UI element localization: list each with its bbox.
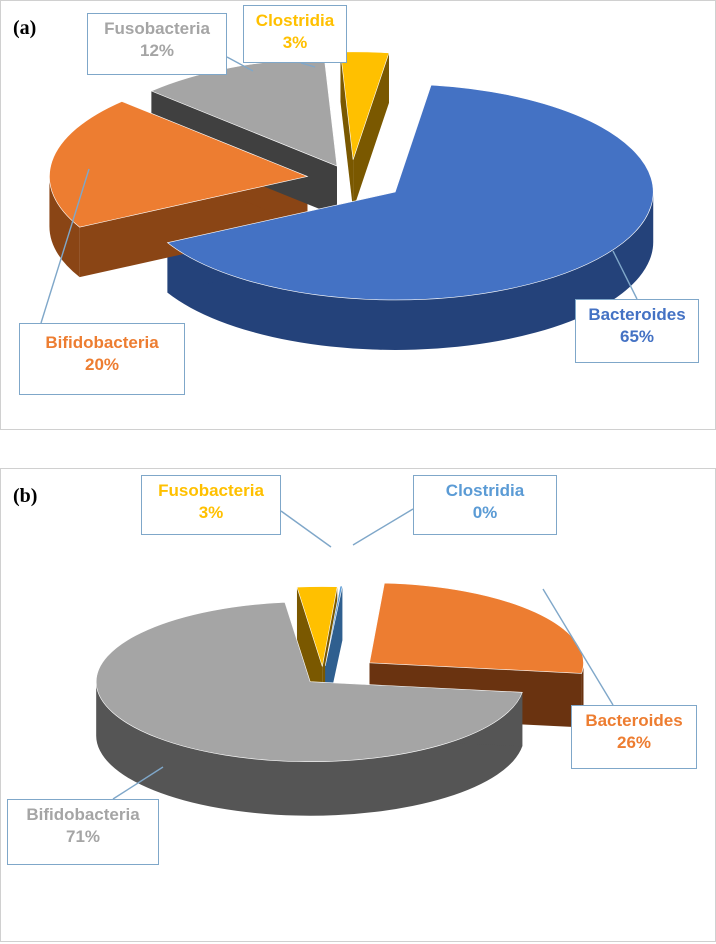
leader-line-a-clostridia bbox=[300, 62, 316, 68]
leader-line-b-clostridia bbox=[352, 508, 414, 546]
leader-line-a-bacteroides bbox=[612, 250, 638, 300]
callout-b-bacteroides: Bacteroides 26% bbox=[571, 705, 697, 769]
callout-b-bifidobacteria-label: Bifidobacteria bbox=[26, 805, 140, 824]
callout-a-fusobacteria-value: 12% bbox=[139, 41, 175, 60]
pie-a-slice-bacteroides bbox=[166, 84, 654, 301]
panel-label-a: (a) bbox=[13, 17, 37, 39]
leader-line-a-fusobacteria bbox=[226, 56, 254, 72]
callout-b-fusobacteria-label: Fusobacteria bbox=[158, 481, 264, 500]
callout-a-clostridia: Clostridia 3% bbox=[243, 5, 347, 63]
callout-a-fusobacteria-label: Fusobacteria bbox=[104, 19, 210, 38]
callout-a-clostridia-value: 3% bbox=[282, 33, 308, 52]
callout-b-bifidobacteria: Bifidobacteria 71% bbox=[7, 799, 159, 865]
leader-line-a-bifidobacteria bbox=[40, 168, 90, 324]
callout-b-bacteroides-value: 26% bbox=[616, 733, 652, 752]
pie-b-slice-clostridia bbox=[324, 585, 343, 666]
panel-label-b: (b) bbox=[13, 485, 38, 507]
callout-a-bacteroides-value: 65% bbox=[619, 327, 655, 346]
callout-a-bifidobacteria-value: 20% bbox=[84, 355, 120, 374]
callout-a-fusobacteria: Fusobacteria 12% bbox=[87, 13, 227, 75]
pie-b-slice-fusobacteria bbox=[296, 586, 338, 667]
callout-b-clostridia-label: Clostridia bbox=[445, 481, 525, 500]
callout-b-bifidobacteria-value: 71% bbox=[65, 827, 101, 846]
callout-a-bacteroides-label: Bacteroides bbox=[588, 305, 686, 324]
pie-b-slice-bifidobacteria bbox=[95, 601, 523, 762]
callout-b-fusobacteria-value: 3% bbox=[198, 503, 224, 522]
callout-a-bacteroides: Bacteroides 65% bbox=[575, 299, 699, 363]
callout-a-bifidobacteria: Bifidobacteria 20% bbox=[19, 323, 185, 395]
chart-panel-b: (b) Bacteroides 26% Bifidobacteria 71% F… bbox=[0, 468, 716, 942]
leader-line-b-fusobacteria bbox=[280, 510, 332, 548]
leader-line-b-bifidobacteria bbox=[112, 766, 164, 800]
pie-a-slice-bifidobacteria bbox=[49, 101, 309, 228]
callout-b-clostridia-value: 0% bbox=[472, 503, 498, 522]
pie-chart-a bbox=[40, 51, 654, 350]
callout-b-bacteroides-label: Bacteroides bbox=[585, 711, 683, 730]
callout-a-clostridia-label: Clostridia bbox=[255, 11, 335, 30]
callout-a-bifidobacteria-label: Bifidobacteria bbox=[45, 333, 159, 352]
pie-b-slice-bacteroides bbox=[369, 582, 584, 674]
callout-b-fusobacteria: Fusobacteria 3% bbox=[141, 475, 281, 535]
callout-b-clostridia: Clostridia 0% bbox=[413, 475, 557, 535]
leader-line-b-bacteroides bbox=[542, 588, 614, 706]
pie-a-side-clostridia bbox=[340, 51, 389, 210]
chart-panel-a: (a) Bacteroides 65% Bifidobacteria 20% F… bbox=[0, 0, 716, 430]
pie-chart-b bbox=[95, 508, 614, 816]
